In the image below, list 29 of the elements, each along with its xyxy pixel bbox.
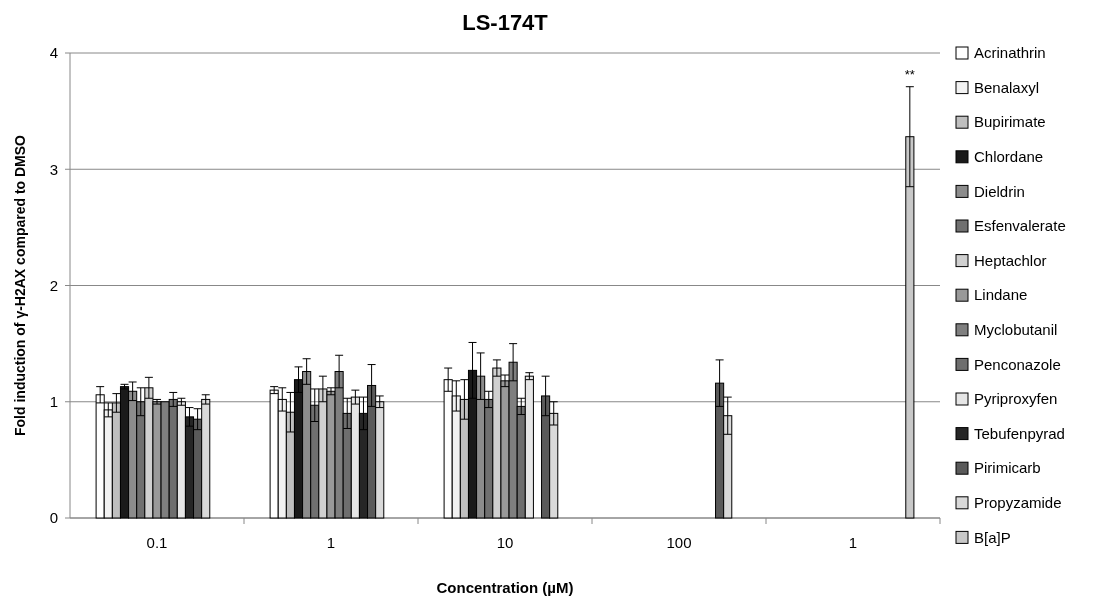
legend-label: Pirimicarb (974, 459, 1041, 477)
legend-label: Tebufenpyrad (974, 424, 1065, 442)
legend-label: Chlordane (974, 148, 1044, 166)
x-tick-label: 10 (496, 534, 514, 551)
legend-label: Dieldrin (974, 182, 1025, 200)
y-tick-label: 4 (49, 44, 58, 62)
annotation: ** (904, 66, 915, 82)
y-axis-title: Fold induction of γ-H2AX compared to DMSO (12, 134, 28, 436)
legend-label: Esfenvalerate (974, 217, 1066, 235)
x-tick-label: 100 (666, 534, 692, 551)
legend-label: Acrinathrin (974, 44, 1046, 62)
legend-label: Propyzamide (974, 494, 1062, 512)
y-tick-label: 2 (49, 276, 58, 294)
y-tick-label: 3 (49, 160, 58, 178)
legend-label: Pyriproxyfen (974, 390, 1058, 408)
legend-label: Heptachlor (974, 251, 1047, 269)
y-tick-label: 1 (49, 393, 58, 410)
x-tick-label: 1 (848, 534, 858, 551)
x-axis-title: Concentration (µM) (436, 579, 574, 596)
legend-label: Myclobutanil (974, 321, 1058, 339)
x-tick-label: 0.1 (146, 534, 168, 551)
legend-label: B[a]P (974, 528, 1011, 546)
legend-label: Penconazole (974, 355, 1061, 373)
chart-title: LS-174T (462, 10, 549, 35)
legend-label: Bupirimate (974, 113, 1046, 131)
legend-label: Lindane (974, 286, 1028, 304)
x-tick-label: 1 (326, 534, 336, 551)
y-tick-label: 0 (49, 509, 58, 527)
legend-label: Benalaxyl (974, 78, 1040, 96)
